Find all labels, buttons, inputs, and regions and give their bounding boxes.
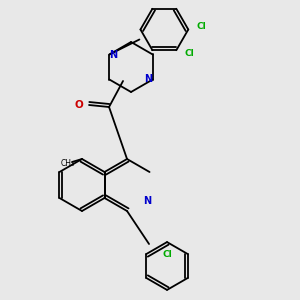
Text: CH₃: CH₃: [61, 158, 75, 167]
Text: N: N: [143, 196, 152, 206]
Text: N: N: [109, 50, 117, 59]
Text: Cl: Cl: [162, 250, 172, 259]
Text: Cl: Cl: [184, 49, 194, 58]
Text: O: O: [75, 100, 83, 110]
Text: N: N: [145, 74, 153, 85]
Text: Cl: Cl: [196, 22, 206, 31]
